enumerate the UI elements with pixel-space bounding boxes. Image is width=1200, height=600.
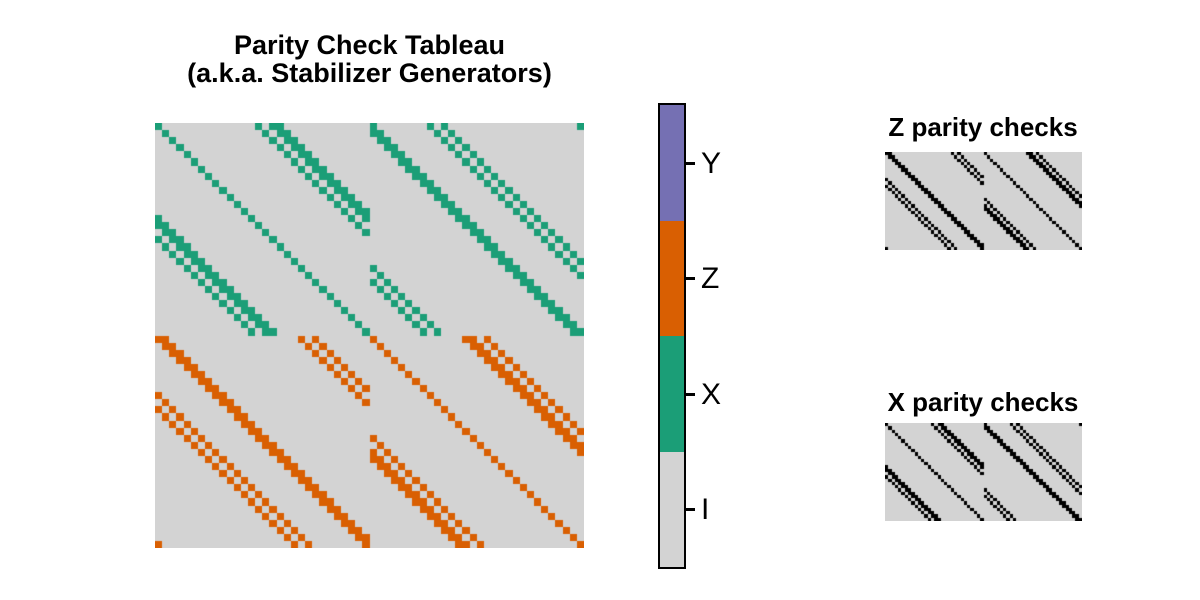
x-parity-checks-heatmap: [885, 423, 1082, 521]
colorbar-label-z: Z: [701, 262, 720, 295]
z-parity-checks-heatmap: [885, 152, 1082, 250]
colorbar-tick-x: [686, 393, 695, 396]
colorbar-segment-i: [660, 451, 684, 567]
parity-check-tableau-heatmap: [155, 123, 584, 548]
colorbar-segment-y: [660, 105, 684, 221]
colorbar-segment-z: [660, 220, 684, 336]
x-checks-title: X parity checks: [887, 387, 1079, 417]
colorbar-label-x: X: [701, 378, 722, 411]
colorbar-tick-y: [686, 162, 695, 165]
colorbar: [658, 103, 686, 569]
main-title-line1: Parity Check Tableau: [233, 30, 506, 60]
z-checks-title: Z parity checks: [888, 112, 1078, 142]
colorbar-label-i: I: [701, 493, 710, 526]
main-title-line2: (a.k.a. Stabilizer Generators): [187, 58, 552, 88]
colorbar-tick-z: [686, 277, 695, 280]
colorbar-tick-i: [686, 508, 695, 511]
colorbar-segment-x: [660, 336, 684, 452]
main-title: Parity Check Tableau (a.k.a. Stabilizer …: [155, 31, 584, 87]
colorbar-label-y: Y: [701, 147, 722, 180]
